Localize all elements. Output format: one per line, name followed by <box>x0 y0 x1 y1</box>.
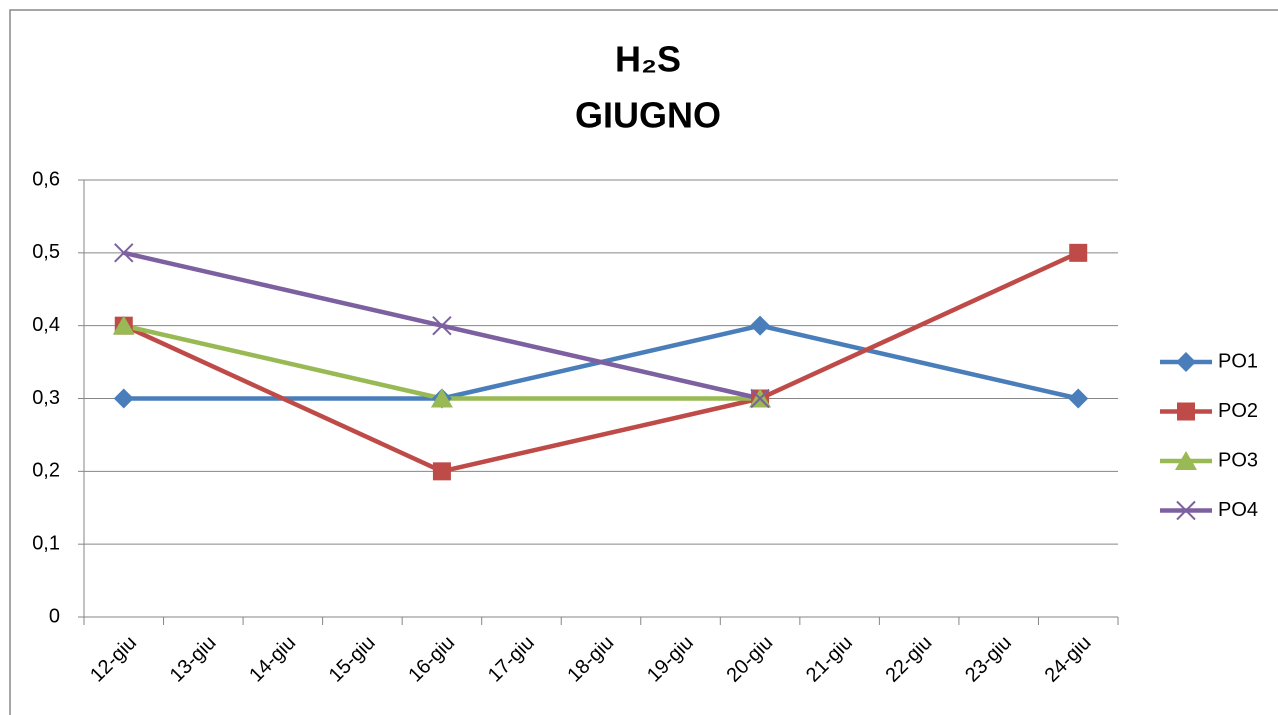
y-tick-label: 0,2 <box>32 460 60 482</box>
y-tick-label: 0,5 <box>32 241 60 263</box>
y-tick-label: 0 <box>49 605 60 627</box>
chart-title: H₂S <box>615 39 681 80</box>
series-line <box>122 250 1080 474</box>
data-point <box>114 243 134 263</box>
legend-marker <box>1175 451 1197 470</box>
data-point <box>113 388 134 409</box>
legend-marker <box>1177 402 1195 421</box>
legend-marker <box>1176 352 1196 372</box>
y-tick-label: 0,4 <box>32 314 60 336</box>
y-tick-label: 0,6 <box>32 168 60 190</box>
data-point <box>750 388 770 409</box>
data-point <box>432 462 451 481</box>
data-point <box>430 388 453 408</box>
y-tick-label: 0,3 <box>32 387 60 409</box>
legend-label: PO2 <box>1218 400 1258 422</box>
legend-label: PO4 <box>1218 499 1258 521</box>
data-point <box>432 315 452 336</box>
y-tick-label: 0,1 <box>32 532 60 554</box>
chart-subtitle: GIUGNO <box>575 95 721 136</box>
data-point <box>750 315 771 336</box>
data-point <box>112 315 135 335</box>
data-point <box>1069 243 1088 262</box>
legend-marker <box>1176 500 1196 521</box>
chart-frame <box>9 9 1278 715</box>
legend-label: PO3 <box>1218 449 1258 471</box>
data-point <box>1068 388 1089 409</box>
legend-label: PO1 <box>1218 350 1258 372</box>
